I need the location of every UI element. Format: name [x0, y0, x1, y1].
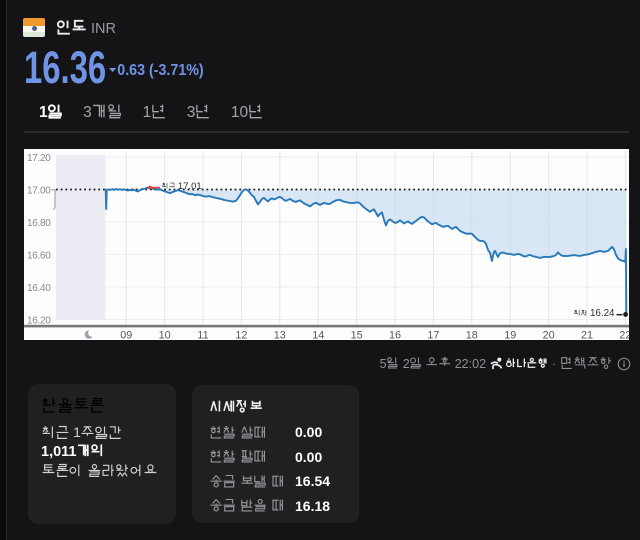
svg-text:12: 12	[235, 330, 247, 341]
svg-text:09: 09	[120, 330, 132, 341]
svg-text:16.60: 16.60	[27, 250, 51, 261]
svg-text:13: 13	[274, 330, 286, 341]
svg-text:16.20: 16.20	[27, 315, 51, 326]
svg-text:16.40: 16.40	[27, 283, 51, 294]
svg-text:20: 20	[543, 330, 555, 341]
svg-text:17.20: 17.20	[27, 153, 51, 164]
svg-text:19: 19	[504, 330, 516, 341]
svg-text:17: 17	[427, 330, 439, 341]
svg-text:14: 14	[312, 330, 324, 341]
svg-text:10: 10	[159, 330, 171, 341]
svg-text:18: 18	[466, 330, 478, 341]
svg-text:11: 11	[197, 330, 208, 341]
svg-text:17.00: 17.00	[27, 185, 51, 196]
svg-text:16: 16	[389, 330, 401, 341]
svg-text:21: 21	[581, 330, 593, 341]
svg-text:15: 15	[351, 330, 363, 341]
svg-text:22: 22	[619, 330, 629, 341]
svg-text:16.80: 16.80	[27, 218, 51, 229]
